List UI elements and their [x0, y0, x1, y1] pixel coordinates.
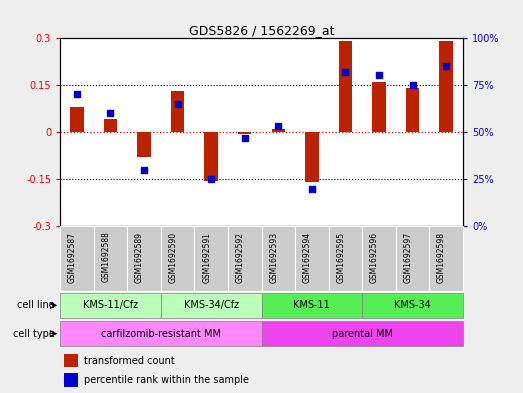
Text: percentile rank within the sample: percentile rank within the sample [84, 375, 249, 386]
Text: cell type: cell type [13, 329, 55, 339]
Text: GSM1692597: GSM1692597 [404, 231, 413, 283]
Bar [295, 226, 328, 291]
Text: GSM1692592: GSM1692592 [236, 231, 245, 283]
Text: GSM1692589: GSM1692589 [135, 231, 144, 283]
Bar [396, 226, 429, 291]
Point [174, 101, 182, 107]
Bar [161, 226, 195, 291]
Point [375, 72, 383, 79]
Bar [60, 321, 262, 346]
Text: GSM1692587: GSM1692587 [68, 231, 77, 283]
Bar [362, 293, 463, 318]
Bar [339, 41, 352, 132]
Text: GSM1692595: GSM1692595 [336, 231, 345, 283]
Bar [262, 321, 463, 346]
Text: GSM1692588: GSM1692588 [101, 231, 110, 283]
Bar [94, 226, 127, 291]
Bar [60, 226, 94, 291]
Point [73, 91, 81, 97]
Text: GSM1692593: GSM1692593 [269, 231, 278, 283]
Point [106, 110, 115, 116]
Text: GSM1692590: GSM1692590 [168, 231, 178, 283]
Bar [161, 293, 262, 318]
Bar [439, 41, 453, 132]
Bar [60, 293, 161, 318]
Bar [406, 88, 419, 132]
Bar [372, 82, 385, 132]
Point [408, 82, 417, 88]
Text: KMS-34/Cfz: KMS-34/Cfz [184, 300, 238, 310]
Bar [171, 91, 184, 132]
Text: KMS-11/Cfz: KMS-11/Cfz [83, 300, 138, 310]
Bar [228, 226, 262, 291]
Text: cell line: cell line [17, 300, 55, 310]
Bar [328, 226, 362, 291]
Text: transformed count: transformed count [84, 356, 175, 366]
Bar [64, 373, 78, 387]
Point [308, 185, 316, 192]
Point [341, 68, 349, 75]
Bar [195, 226, 228, 291]
Text: GSM1692596: GSM1692596 [370, 231, 379, 283]
Text: GSM1692591: GSM1692591 [202, 231, 211, 283]
Bar [204, 132, 218, 181]
Point [442, 63, 450, 69]
Bar [70, 107, 84, 132]
Point [241, 134, 249, 141]
Text: KMS-11: KMS-11 [293, 300, 330, 310]
Point [274, 123, 282, 130]
Bar [262, 226, 295, 291]
Bar [429, 226, 463, 291]
Bar [262, 293, 362, 318]
Bar [305, 132, 319, 182]
Bar [138, 132, 151, 157]
Text: parental MM: parental MM [332, 329, 393, 339]
Bar [238, 132, 252, 134]
Bar [64, 354, 78, 367]
Text: carfilzomib-resistant MM: carfilzomib-resistant MM [101, 329, 221, 339]
Bar [104, 119, 117, 132]
Bar [362, 226, 396, 291]
Text: KMS-34: KMS-34 [394, 300, 431, 310]
Bar [127, 226, 161, 291]
Point [140, 167, 148, 173]
Title: GDS5826 / 1562269_at: GDS5826 / 1562269_at [189, 24, 334, 37]
Text: GSM1692598: GSM1692598 [437, 231, 446, 283]
Bar [271, 129, 285, 132]
Point [207, 176, 215, 182]
Text: GSM1692594: GSM1692594 [303, 231, 312, 283]
